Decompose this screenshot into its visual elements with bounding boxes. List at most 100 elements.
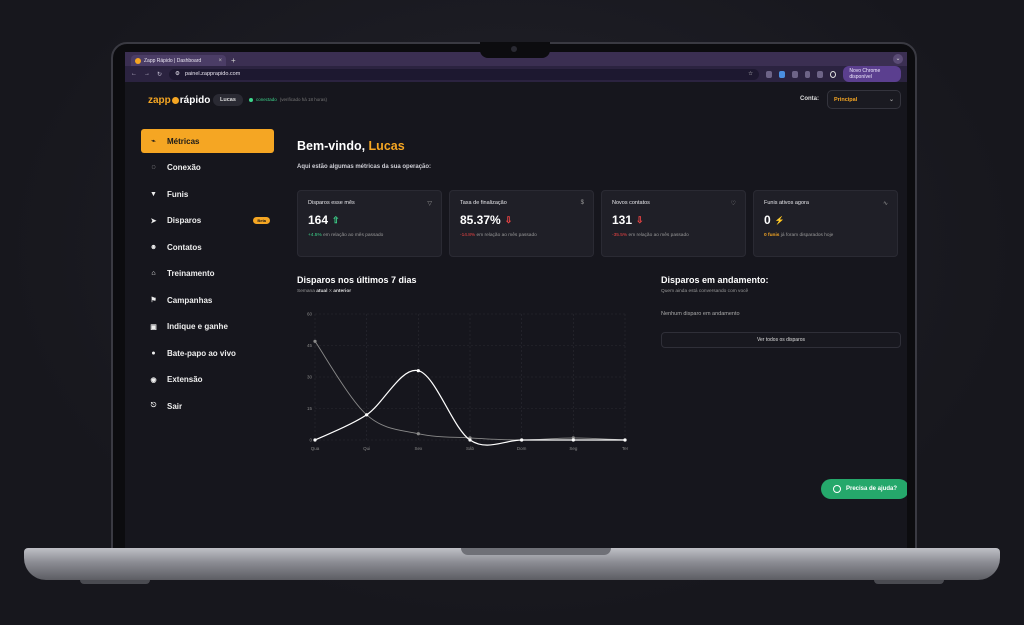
logo-text-zapp: zapp	[148, 95, 171, 106]
laptop-foot-right	[874, 580, 944, 584]
laptop-foot-left	[80, 580, 150, 584]
account-select-value: Principal	[834, 96, 858, 103]
bookmark-star-icon[interactable]: ☆	[748, 71, 754, 77]
delta-value: +4.5%	[308, 233, 322, 238]
metric-card-value: 131 ⇩	[612, 213, 735, 227]
metric-value: 164	[308, 213, 329, 227]
delta-text: já foram disparados hoje	[779, 233, 834, 238]
x-tick-label: Sex	[414, 446, 423, 451]
new-tab-button[interactable]: +	[231, 56, 236, 65]
y-tick-label: 0	[309, 438, 312, 443]
sidebar-item-label: Bate-papo ao vivo	[167, 348, 236, 358]
chart-subtitle: Semana atual X anterior	[297, 289, 351, 294]
side-panel-icon[interactable]	[817, 70, 824, 78]
sidebar-item-label: Sair	[167, 401, 183, 411]
browser-tab[interactable]: Zapp Rápido | Dashboard ×	[131, 55, 226, 66]
new-chrome-available-button[interactable]: Novo Chrome disponível	[843, 66, 901, 82]
status-text: conectado	[256, 97, 277, 102]
extension-blue-icon[interactable]	[778, 70, 785, 78]
metric-card-delta: -14.8% em relação ao mês passado	[460, 232, 583, 239]
sidebar-item-treinamento[interactable]: ⌂ Treinamento	[141, 262, 274, 286]
account-select[interactable]: Principal ⌄	[827, 90, 901, 109]
metric-card-title: Taxa de finalização	[460, 200, 507, 206]
sidebar-item-label: Treinamento	[167, 269, 215, 278]
logout-icon: ⎋	[150, 402, 157, 409]
data-point-1	[416, 432, 420, 436]
browser-tabbar: Zapp Rápido | Dashboard × + ⌄	[125, 52, 907, 66]
data-point-0	[468, 438, 472, 442]
view-all-dispatches-button[interactable]: Ver todos os disparos	[661, 332, 901, 348]
trend-down-icon: ⇩	[636, 214, 644, 225]
status-detail: (verificado há 18 horas)	[279, 97, 328, 102]
user-pill[interactable]: Lucas	[213, 94, 243, 106]
sidebar-item-sair[interactable]: ⎋ Sair	[141, 394, 274, 418]
y-tick-label: 45	[307, 343, 313, 348]
tab-search-button[interactable]: ⌄	[893, 54, 903, 64]
help-button[interactable]: Precisa de ajuda?	[821, 479, 907, 499]
zapp-rapido-logo[interactable]: zapp rápido	[148, 95, 210, 106]
active-dispatches-empty: Nenhum disparo em andamento	[661, 311, 740, 317]
tab-title: Zapp Rápido | Dashboard	[144, 57, 202, 64]
laptop-screen: Zapp Rápido | Dashboard × + ⌄ ← → ↻ ⚙ pa…	[125, 52, 907, 548]
metric-card-value: 164 ⇧	[308, 213, 431, 227]
page-title: Bem-vindo, Lucas	[297, 139, 405, 153]
metric-card: Funis ativos agora ∿ 0 ⚡ 0 funis já fora…	[753, 190, 898, 257]
gift-icon: ▣	[150, 323, 157, 331]
metric-card-delta: -35.5% em relação ao mês passado	[612, 232, 735, 239]
reload-icon[interactable]: ↻	[157, 71, 163, 78]
site-info-icon[interactable]: ⚙	[175, 71, 180, 77]
url-text: painel.zapprapido.com	[184, 71, 241, 77]
profile-avatar-icon[interactable]	[830, 70, 837, 78]
metric-value: 131	[612, 213, 633, 227]
forward-icon[interactable]: →	[144, 71, 150, 77]
metric-card-value: 85.37% ⇩	[460, 213, 583, 227]
sidebar-item-label: Disparos	[167, 216, 202, 225]
trend-down-icon: ⇩	[504, 214, 513, 225]
delta-text: em relação ao mês passado	[321, 233, 384, 238]
x-tick-label: Seg	[569, 446, 578, 451]
x-tick-label: Dom	[517, 446, 527, 451]
heartbeat-icon: ♡	[730, 201, 736, 207]
chart-icon: ⌁	[151, 138, 156, 145]
sidebar-item-m-tricas[interactable]: ⌁ Métricas	[141, 129, 274, 153]
data-point-0	[520, 438, 524, 442]
tab-close-icon[interactable]: ×	[218, 57, 222, 64]
extension-icon[interactable]	[766, 70, 772, 78]
y-tick-label: 60	[307, 312, 313, 317]
metric-card-title: Funis ativos agora	[764, 200, 809, 206]
x-tick-label: Qua	[311, 446, 320, 451]
flag-icon: ⚑	[150, 297, 157, 304]
delta-text: em relação ao mês passado	[627, 233, 689, 238]
metric-card-title: Disparos esse mês	[308, 200, 355, 206]
x-tick-label: Sáb	[466, 446, 475, 451]
app-header: zapp rápido Lucas conectado (verificado …	[125, 82, 907, 122]
sidebar-item-label: Funis	[167, 189, 189, 199]
address-bar[interactable]: ⚙ painel.zapprapido.com ☆	[169, 68, 760, 80]
app: zapp rápido Lucas conectado (verificado …	[125, 82, 907, 548]
rocket-icon: ➤	[150, 217, 157, 225]
sidebar-item-disparos[interactable]: ➤ Disparos Beta	[141, 209, 274, 233]
sidebar-item-conex-o[interactable]: ◌ Conexão	[141, 156, 274, 180]
sidebar-item-label: Métricas	[167, 136, 200, 146]
sidebar-item-contatos[interactable]: ☻ Contatos	[141, 235, 274, 259]
dispatches-line-chart: 0 15 30 45 60 Qua Qui Sex Sáb Dom Seg Ter	[307, 312, 629, 451]
sidebar-item-funis[interactable]: ▼ Funis	[141, 182, 274, 206]
help-button-label: Precisa de ajuda?	[845, 486, 898, 492]
metric-value: 0	[764, 213, 771, 227]
sidebar-item-campanhas[interactable]: ⚑ Campanhas	[141, 288, 274, 312]
sidebar-item-indique-e-ganhe[interactable]: ▣ Indique e ganhe	[141, 315, 274, 339]
page-subtitle: Aqui estão algumas métricas da sua opera…	[297, 164, 432, 170]
camera-notch	[480, 42, 550, 58]
puzzle-extensions-icon[interactable]	[804, 70, 811, 78]
shield-extension-icon[interactable]	[791, 70, 798, 78]
sidebar-item-bate-papo-ao-vivo[interactable]: ● Bate-papo ao vivo	[141, 341, 274, 365]
sidebar-item-extens-o[interactable]: ◉ Extensão	[141, 368, 274, 392]
chart-sub-mid: X	[327, 289, 334, 294]
data-point-0	[365, 413, 369, 417]
sidebar-item-label: Extensão	[167, 375, 203, 384]
back-icon[interactable]: ←	[131, 71, 137, 77]
base-groove	[461, 548, 611, 555]
dollar-icon: $	[580, 200, 584, 206]
trend-bolt-icon: ⚡	[774, 215, 785, 225]
